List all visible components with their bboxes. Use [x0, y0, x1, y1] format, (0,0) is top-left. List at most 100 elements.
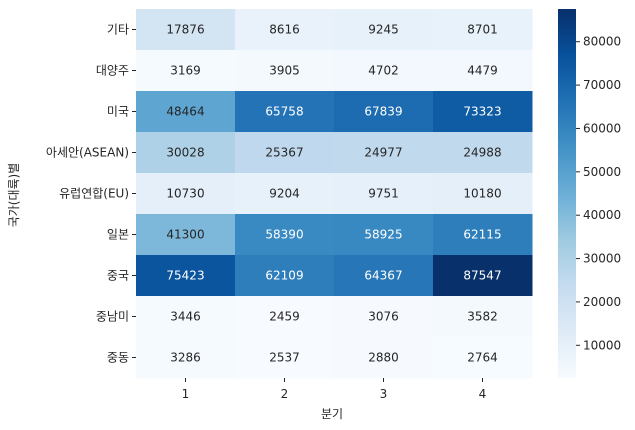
- y-tick-label: 유럽연합(EU): [59, 187, 129, 201]
- heatmap-cell: [334, 337, 434, 379]
- heatmap-cell: [136, 296, 236, 338]
- y-axis-label: 국가(대륙)별: [7, 163, 21, 228]
- heatmap-cell-labels: 17876 8616 9245 8701 3169 3905 4702 4479 48464 65…: [166, 23, 501, 365]
- colorbar-tick-label: 30000: [583, 252, 621, 266]
- heatmap-cell: [433, 91, 533, 133]
- heatmap-cell: [235, 296, 335, 338]
- y-tick-label: 대양주: [96, 64, 129, 78]
- heatmap-cell: [334, 132, 434, 174]
- cell-value-label: 17876: [166, 23, 204, 37]
- heatmap-cell: [235, 337, 335, 379]
- heatmap-cell: [235, 173, 335, 215]
- y-tick-label: 일본: [107, 228, 129, 242]
- colorbar-tick-label: 80000: [583, 35, 621, 49]
- cell-value-label: 62115: [463, 228, 501, 242]
- cell-value-label: 41300: [166, 228, 204, 242]
- heatmap-cell: [136, 50, 236, 92]
- cell-value-label: 58390: [265, 228, 303, 242]
- cell-value-label: 3582: [467, 310, 498, 324]
- cell-value-label: 8701: [467, 23, 498, 37]
- cell-value-label: 9245: [368, 23, 399, 37]
- cell-value-label: 3446: [170, 310, 201, 324]
- y-tick-label: 기타: [107, 23, 129, 37]
- x-tick-label: 4: [479, 387, 487, 401]
- cell-value-label: 2764: [467, 351, 498, 365]
- cell-value-label: 64367: [364, 269, 402, 283]
- cell-value-label: 10730: [166, 187, 204, 201]
- y-tick-label: 미국: [107, 105, 129, 119]
- cell-value-label: 65758: [265, 105, 303, 119]
- cell-value-label: 48464: [166, 105, 204, 119]
- colorbar-tick-label: 50000: [583, 165, 621, 179]
- y-tick-label: 아세안(ASEAN): [46, 146, 129, 160]
- heatmap-cell: [433, 173, 533, 215]
- cell-value-label: 58925: [364, 228, 402, 242]
- y-tick-label: 중동: [107, 351, 129, 365]
- heatmap-cell: [136, 255, 236, 297]
- heatmap-cell: [334, 173, 434, 215]
- heatmap-cell: [433, 50, 533, 92]
- cell-value-label: 67839: [364, 105, 402, 119]
- cell-value-label: 73323: [463, 105, 501, 119]
- heatmap-cell: [433, 9, 533, 51]
- cell-value-label: 75423: [166, 269, 204, 283]
- heatmap-cell: [136, 214, 236, 256]
- heatmap-cell: [235, 91, 335, 133]
- cell-value-label: 25367: [265, 146, 303, 160]
- colorbar-tick-label: 10000: [583, 338, 621, 352]
- heatmap-cell: [136, 173, 236, 215]
- colorbar-tick-label: 40000: [583, 208, 621, 222]
- cell-value-label: 8616: [269, 23, 300, 37]
- heatmap-cells: [136, 9, 533, 379]
- heatmap-cell: [334, 214, 434, 256]
- colorbar-tick-label: 20000: [583, 295, 621, 309]
- heatmap-cell: [136, 337, 236, 379]
- y-tick-label: 중남미: [96, 310, 129, 324]
- x-axis-label: 분기: [321, 407, 343, 421]
- heatmap-cell: [334, 91, 434, 133]
- heatmap-cell: [433, 132, 533, 174]
- heatmap-cell: [235, 255, 335, 297]
- colorbar-tick-label: 60000: [583, 121, 621, 135]
- heatmap-cell: [235, 214, 335, 256]
- cell-value-label: 2537: [269, 351, 300, 365]
- heatmap-cell: [334, 50, 434, 92]
- cell-value-label: 9204: [269, 187, 300, 201]
- cell-value-label: 87547: [463, 269, 501, 283]
- cell-value-label: 3286: [170, 351, 201, 365]
- heatmap-cell: [235, 9, 335, 51]
- cell-value-label: 10180: [463, 187, 501, 201]
- x-tick-label: 3: [380, 387, 388, 401]
- cell-value-label: 3905: [269, 64, 300, 78]
- heatmap-cell: [235, 132, 335, 174]
- cell-value-label: 2880: [368, 351, 399, 365]
- cell-value-label: 62109: [265, 269, 303, 283]
- heatmap-cell: [433, 296, 533, 338]
- heatmap-cell: [136, 132, 236, 174]
- cell-value-label: 3169: [170, 64, 201, 78]
- heatmap-cell: [433, 337, 533, 379]
- y-tick-label: 중국: [107, 269, 129, 283]
- x-tick-label: 1: [182, 387, 190, 401]
- cell-value-label: 3076: [368, 310, 399, 324]
- cell-value-label: 4702: [368, 64, 399, 78]
- cell-value-label: 4479: [467, 64, 498, 78]
- x-tick-label: 2: [281, 387, 289, 401]
- heatmap-cell: [136, 9, 236, 51]
- cell-value-label: 9751: [368, 187, 399, 201]
- colorbar-tick-label: 70000: [583, 78, 621, 92]
- cell-value-label: 30028: [166, 146, 204, 160]
- colorbar: [558, 9, 576, 378]
- cell-value-label: 24977: [364, 146, 402, 160]
- heatmap-cell: [334, 255, 434, 297]
- heatmap-cell: [433, 214, 533, 256]
- heatmap-cell: [136, 91, 236, 133]
- heatmap-cell: [334, 9, 434, 51]
- x-axis-ticks: 1 2 3 4: [182, 378, 487, 401]
- heatmap-cell: [334, 296, 434, 338]
- cell-value-label: 2459: [269, 310, 300, 324]
- colorbar-ticks: 10000 20000 30000 40000 50000 60000 70000 80000: [576, 35, 621, 352]
- heatmap-cell: [433, 255, 533, 297]
